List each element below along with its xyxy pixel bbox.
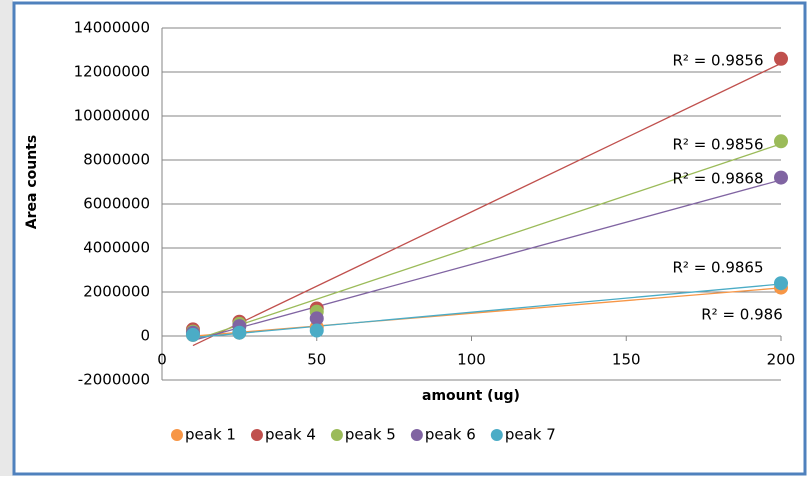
trendline [192, 283, 782, 339]
x-tick-label: 200 [767, 351, 796, 369]
legend-label: peak 4 [265, 426, 316, 444]
chart-area [12, 1, 807, 476]
legend-label: peak 1 [185, 426, 236, 444]
y-tick-label: 4000000 [83, 239, 150, 257]
point [309, 323, 324, 338]
r2-label: R² = 0.986 [701, 306, 782, 324]
y-tick-label: 8000000 [83, 151, 150, 169]
y-tick-label: -2000000 [78, 371, 150, 389]
x-tick-label: 150 [612, 351, 641, 369]
legend-label: peak 5 [345, 426, 396, 444]
trendline [192, 143, 782, 342]
r2-label: R² = 0.9868 [672, 170, 763, 188]
y-axis-title: Area counts [24, 135, 40, 229]
y-tick-label: 12000000 [74, 63, 150, 81]
point [774, 276, 788, 291]
point [774, 51, 788, 66]
r2-label: R² = 0.9856 [672, 52, 763, 70]
y-tick-label: 2000000 [83, 283, 150, 301]
x-tick-label: 50 [307, 351, 326, 369]
legend-label: peak 6 [425, 426, 476, 444]
point [185, 327, 200, 342]
legend-marker [330, 429, 343, 441]
y-tick-label: 10000000 [74, 107, 150, 125]
y-tick-label: 0 [140, 327, 150, 345]
y-tick-label: 14000000 [74, 19, 150, 37]
legend-marker [171, 429, 183, 441]
legend-label: peak 7 [505, 426, 556, 444]
legend-marker [410, 429, 423, 441]
legend-marker [490, 429, 503, 441]
r2-label: R² = 0.9856 [672, 136, 763, 154]
x-tick-label: 100 [457, 351, 486, 369]
trendline [192, 179, 782, 342]
x-tick-label: 0 [157, 351, 167, 369]
r2-label: R² = 0.9865 [672, 259, 763, 277]
point [774, 134, 788, 149]
sheet-edge [0, 0, 13, 476]
y-tick-label: 6000000 [83, 195, 150, 213]
x-axis-title: amount (ug) [422, 388, 520, 404]
point [232, 325, 247, 340]
point [774, 170, 788, 185]
point [309, 311, 324, 326]
trendline [192, 62, 782, 347]
legend-marker [250, 429, 263, 441]
